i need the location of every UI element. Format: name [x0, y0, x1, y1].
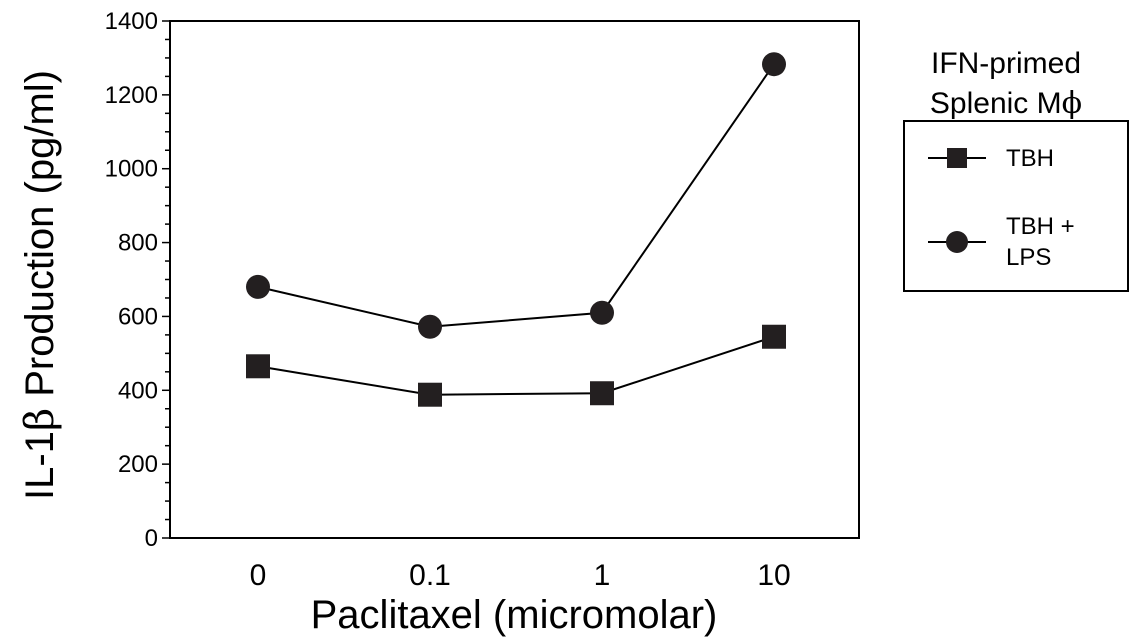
series-tbh-lps-line	[257, 63, 775, 328]
x-tick-label: 1	[594, 559, 611, 592]
y-tick-label: 1200	[105, 82, 158, 109]
legend-box	[903, 120, 1129, 292]
series-tbh-lps-circle-point	[418, 314, 442, 339]
x-tick-label: 0.1	[409, 559, 451, 592]
x-tick-label: 0	[250, 559, 267, 592]
legend-title-line2: Splenic Mϕ	[930, 86, 1082, 121]
series-tbh-square-point	[418, 382, 442, 407]
series-group	[246, 52, 786, 407]
legend-tbh-square-marker	[947, 148, 967, 168]
series-tbh-line	[257, 335, 775, 396]
plot-frame	[169, 20, 860, 539]
y-tick-label: 1000	[105, 156, 158, 183]
y-axis-title-greek: β	[17, 408, 63, 431]
x-axis: 0 0.1 1 10	[250, 559, 791, 592]
legend: IFN-primed Splenic Mϕ TBH TBH + LPS	[903, 47, 1129, 292]
legend-tbh-label: TBH	[1006, 145, 1054, 172]
y-tick-label: 800	[118, 230, 158, 257]
series-tbh-lps-circle-point	[590, 300, 614, 325]
x-axis-title: Paclitaxel (micromolar)	[311, 593, 718, 637]
y-tick-label: 1400	[105, 8, 158, 35]
y-tick-label: 600	[118, 303, 158, 330]
legend-tbh-lps-label-line1: TBH +	[1006, 213, 1075, 240]
legend-title-line1: IFN-primed	[931, 47, 1081, 80]
y-axis-title: IL-1β Production (pg/ml)	[17, 70, 63, 500]
x-tick-label: 10	[757, 559, 790, 592]
series-tbh-square-point	[590, 381, 614, 406]
series-tbh-square-point	[762, 324, 786, 349]
legend-tbh-lps-label-line2: LPS	[1006, 244, 1051, 271]
series-tbh-square-point	[246, 354, 270, 379]
series-tbh-lps-circle-point	[762, 52, 786, 77]
legend-title-greek: ϕ	[1062, 86, 1082, 121]
y-tick-label: 400	[118, 377, 158, 404]
series-tbh-lps-circle-point	[246, 274, 270, 299]
y-tick-label: 200	[118, 451, 158, 478]
y-tick-label: 0	[145, 525, 158, 552]
y-axis: 0 200 400 600 800 1000 1200 1400	[105, 8, 170, 552]
legend-tbh-lps-circle-marker	[946, 231, 968, 253]
